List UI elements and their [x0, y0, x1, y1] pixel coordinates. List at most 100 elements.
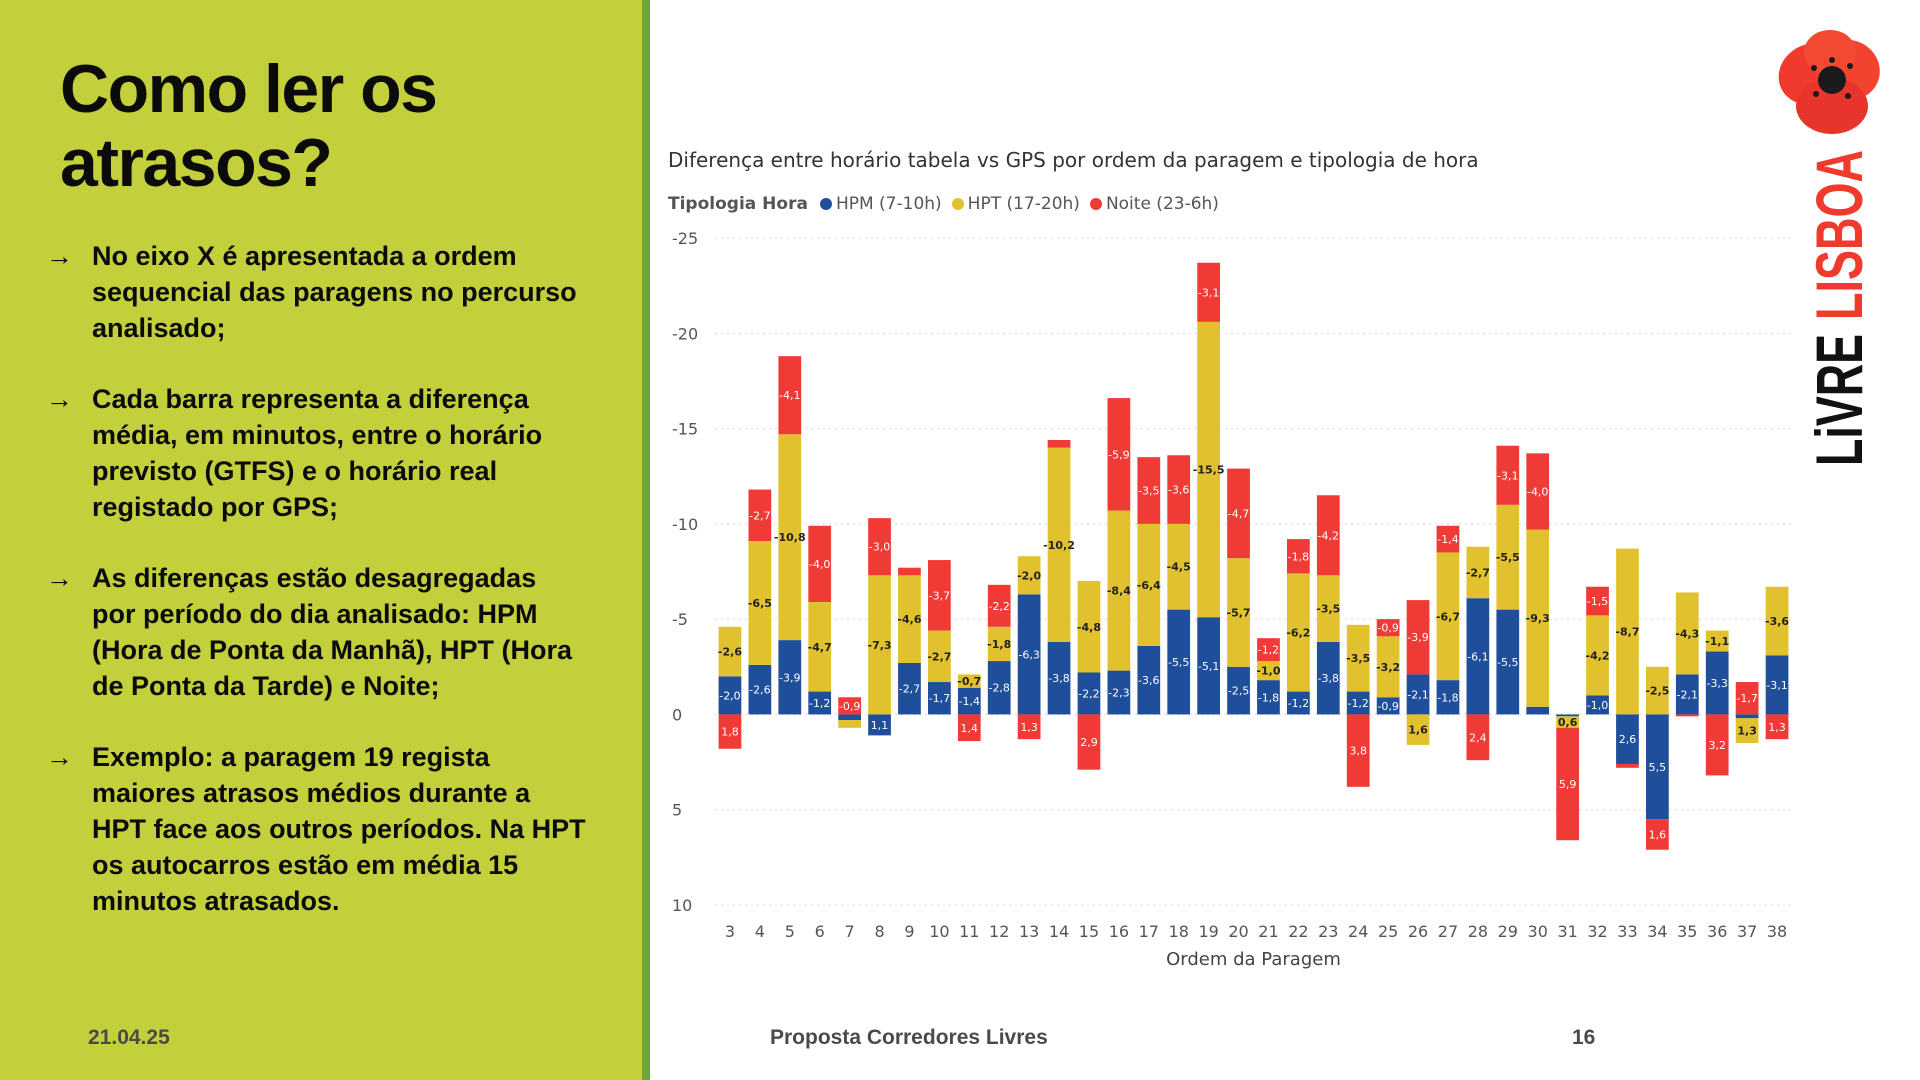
data-label: -1,7 — [1736, 692, 1757, 705]
data-label: -4,3 — [1675, 627, 1699, 640]
bar-segment — [987, 584, 1011, 627]
bar-segment — [1346, 624, 1370, 692]
legend-item-noite: Noite (23-6h) — [1089, 194, 1219, 214]
data-label: -4,6 — [897, 613, 921, 626]
bar-segment — [1675, 714, 1699, 717]
bar-segment — [1017, 594, 1041, 715]
bar-segment — [1167, 455, 1191, 524]
x-tick-label: 16 — [1109, 922, 1129, 941]
bar-segment — [1586, 586, 1609, 616]
bar-segment — [868, 714, 891, 736]
page-number: 16 — [1572, 1026, 1596, 1049]
data-label: -1,5 — [1587, 595, 1608, 608]
data-label: -7,3 — [868, 639, 892, 652]
bullet-item: → No eixo X é apresentada a ordem sequenc… — [46, 238, 586, 346]
bar-segment — [808, 601, 832, 692]
x-tick-label: 37 — [1737, 922, 1757, 941]
bar-segment — [1316, 495, 1340, 576]
data-label: -6,7 — [1436, 610, 1460, 623]
bar-segment — [1526, 529, 1550, 707]
data-label: -2,7 — [927, 650, 951, 663]
arrow-right-icon: → — [46, 563, 73, 593]
x-tick-label: 29 — [1498, 922, 1518, 941]
bar-segment — [1137, 645, 1161, 715]
bullet-list: → No eixo X é apresentada a ordem sequenc… — [46, 238, 586, 954]
x-tick-label: 20 — [1228, 922, 1248, 941]
data-label: -3,0 — [869, 541, 890, 554]
poppy-flower-icon — [1778, 30, 1880, 134]
bar-segment — [778, 434, 802, 641]
data-label: -2,8 — [988, 682, 1009, 695]
bar-segment — [1646, 714, 1669, 820]
bar-segment — [957, 714, 981, 742]
bar-segment — [1346, 714, 1370, 787]
bar-segment — [1047, 642, 1071, 715]
legend-item-hpt: HPT (17-20h) — [951, 194, 1080, 214]
bar-segment — [1107, 670, 1131, 715]
data-label: -6,2 — [1286, 626, 1310, 639]
data-label: -1,4 — [959, 695, 980, 708]
panel-divider — [642, 0, 650, 1080]
bar-segment — [1316, 575, 1340, 643]
x-tick-label: 22 — [1288, 922, 1308, 941]
bar-segment — [778, 640, 802, 715]
data-label: -5,5 — [1497, 656, 1518, 669]
bar-segment — [1705, 651, 1729, 715]
data-label: -1,8 — [1437, 691, 1458, 704]
x-tick-label: 18 — [1169, 922, 1189, 941]
bar-segment — [1646, 819, 1669, 850]
bar-segment — [1406, 674, 1430, 715]
data-label: -8,4 — [1107, 585, 1131, 598]
bar-segment — [1167, 609, 1191, 715]
data-label: -4,0 — [1527, 485, 1548, 498]
x-tick-label: 9 — [904, 922, 914, 941]
bar-segment — [838, 697, 861, 715]
data-label: -2,7 — [1466, 566, 1490, 579]
bar-segment — [718, 714, 742, 749]
x-tick-label: 27 — [1438, 922, 1458, 941]
bar-segment — [1227, 666, 1250, 715]
bar-segment — [1077, 714, 1101, 770]
bar-segment — [748, 664, 772, 715]
footer-title: Proposta Corredores Livres — [770, 1026, 1048, 1049]
bar-segment — [1526, 453, 1550, 530]
data-label: -5,5 — [1496, 551, 1520, 564]
bar-segment — [1376, 636, 1400, 698]
bar-segment — [868, 575, 891, 715]
data-label: -2,5 — [1645, 685, 1669, 698]
bar-segment — [1586, 615, 1609, 696]
x-tick-label: 15 — [1079, 922, 1099, 941]
bar-segment — [1257, 680, 1280, 715]
bar-segment — [1346, 691, 1370, 715]
data-label: 2,6 — [1619, 733, 1637, 746]
bar-segment — [898, 662, 921, 715]
y-tick-label: 0 — [672, 705, 682, 724]
x-tick-label: 7 — [845, 922, 855, 941]
data-label: -3,1 — [1766, 679, 1787, 692]
bar-segment — [898, 567, 921, 576]
bar-segment — [1496, 609, 1520, 715]
data-label: -2,7 — [899, 683, 920, 696]
data-label: -3,6 — [1765, 615, 1789, 628]
data-label: -9,3 — [1526, 612, 1550, 625]
x-tick-label: 11 — [959, 922, 979, 941]
legend-dot — [951, 198, 964, 210]
y-tick-label: -5 — [672, 610, 688, 629]
data-label: -6,3 — [1018, 648, 1039, 661]
data-label: -2,2 — [988, 600, 1009, 613]
bar-segment — [1197, 617, 1220, 715]
bar-segment — [1675, 674, 1699, 715]
data-label: -0,9 — [1377, 622, 1398, 635]
data-label: 5,9 — [1559, 778, 1577, 791]
bullet-text: Cada barra representa a diferença média,… — [92, 384, 543, 522]
data-label: -4,7 — [808, 641, 832, 654]
x-tick-label: 36 — [1707, 922, 1727, 941]
x-tick-label: 31 — [1557, 922, 1577, 941]
bar-segment — [1017, 556, 1041, 595]
bar-segment — [1735, 718, 1759, 744]
legend-label: HPM (7-10h) — [835, 194, 942, 214]
logo-text-livre: LiVRE — [1808, 334, 1876, 466]
data-label: -2,2 — [1078, 687, 1099, 700]
x-tick-label: 35 — [1677, 922, 1697, 941]
